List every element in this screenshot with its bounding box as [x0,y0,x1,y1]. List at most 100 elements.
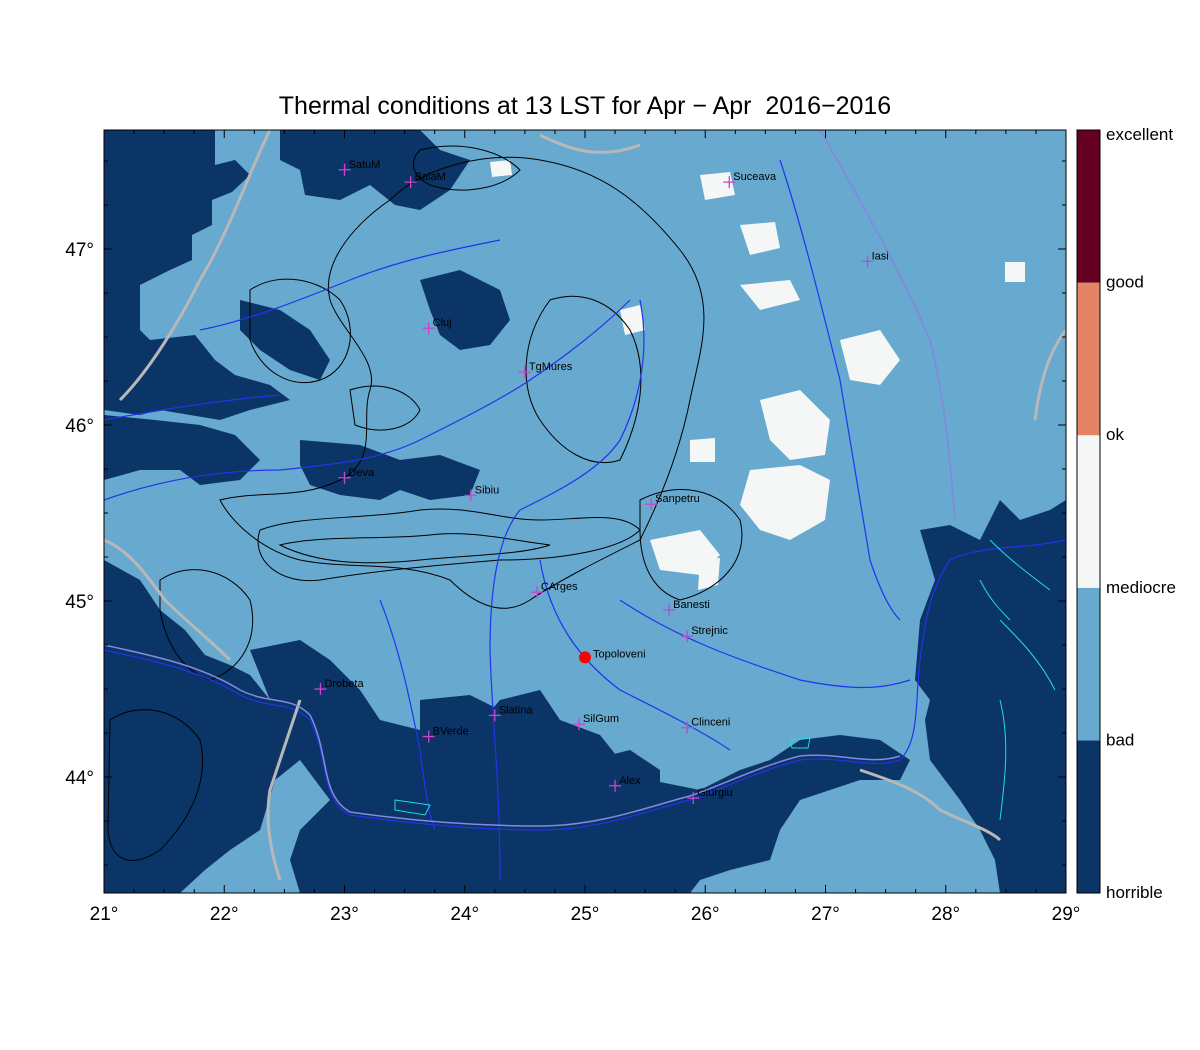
border-east [1033,329,1066,421]
city-tgmures: TgMures [518,361,573,379]
city-label: SilGum [583,713,619,725]
city-alex: Alex [609,775,641,792]
contour-carpathians-outer [219,156,705,609]
city-label: SatuM [349,159,381,171]
city-sibiu: Sibiu [464,484,499,502]
mediocre-region-9 [1005,262,1025,282]
river-jiu [379,599,436,831]
highlight-label: Topoloveni [593,648,646,660]
horrible-region-deva [300,440,480,500]
city-label: Strejnic [691,625,728,637]
mediocre-region-7 [740,280,800,310]
x-tick-label: 23° [330,904,359,925]
legend-frame [1076,129,1101,894]
mediocre-region-1 [760,390,830,460]
city-label: Giurgiu [697,787,732,799]
river-siret [779,159,901,621]
horrible-region-slatina [420,695,500,745]
legend-label-good: good [1106,273,1144,292]
city-slatina: Slatina [488,704,534,722]
mediocre-region-2 [740,465,830,540]
x-tick-label: 25° [571,904,600,925]
city-sanpetru: Sanpetru [645,493,700,511]
city-drobeta: Drobeta [314,678,364,695]
river-arges [539,559,731,751]
horrible-region-alex [590,750,660,810]
mediocre-region-8 [690,438,715,462]
city-baiam: BaiaM [404,171,446,189]
city-label: Sanpetru [655,493,700,505]
river-ialomita [619,599,911,689]
delta-lakes [979,539,1056,821]
legend-label-ok: ok [1106,425,1124,444]
border-serbia [266,699,302,881]
legend-swatch-mediocre [1077,435,1100,588]
city-label: BVerde [433,726,469,738]
river-somes [199,239,501,331]
river-crisuri [104,394,281,421]
horrible-region-northwest [104,130,290,420]
city-silgum: SilGum [572,713,619,731]
contour-banat [159,569,254,681]
contour-southwest-hills [107,709,204,861]
elevation-contours [107,145,743,861]
city-markers: SatuM BaiaM Suceava Iasi Cluj TgMures Deva Sibi… [314,159,889,805]
highlight-dot [579,651,591,664]
border-south [859,768,1002,842]
lake-east [789,737,811,749]
legend-label-horrible: horrible [1106,883,1163,902]
legend-swatch-ok [1077,282,1100,436]
lakes-and-delta [394,539,1056,821]
city-label: Slatina [499,704,534,716]
horrible-region-southwest [104,560,300,893]
x-tick-label: 22° [210,904,239,925]
horrible-region-central-west [240,300,330,380]
city-satum: SatuM [338,159,381,176]
border-west [104,130,272,662]
legend-swatch-bad [1077,587,1100,741]
contour-maramures [412,145,521,191]
legend-label-mediocre: mediocre [1106,578,1176,597]
city-label: Banesti [673,599,710,611]
horrible-region-east [915,500,1066,893]
river-mures [104,299,631,501]
river-danube [104,539,1066,831]
city-label: TgMures [529,361,573,373]
horrible-region-cluj [420,270,510,350]
city-label: CArges [541,581,578,593]
country-borders [104,130,1066,881]
city-strejnic: Strejnic [681,625,728,643]
legend-swatch-horrible [1077,740,1100,893]
y-tick-label: 44° [65,768,94,789]
contour-southern-carpathians-2 [278,533,551,564]
lake-danube [394,799,431,816]
mediocre-region-12 [698,558,720,590]
city-cluj: Cluj [422,317,452,335]
city-label: BaiaM [415,171,446,183]
city-suceava: Suceava [723,171,777,189]
city-label: Clinceni [691,717,730,729]
city-iasi: Iasi [861,250,889,268]
city-label: Suceava [733,171,777,183]
legend-label-top: excellent [1106,125,1173,144]
city-clinceni: Clinceni [681,717,730,734]
contour-curvature [639,489,743,601]
horrible-region-north [280,130,470,210]
contour-apuseni [249,278,351,384]
city-label: Cluj [433,317,452,329]
y-tick-label: 45° [65,592,94,613]
city-banesti: Banesti [663,599,710,616]
horrible-regions [104,130,1066,893]
highlight-marker: Topoloveni [579,648,646,664]
x-tick-label: 24° [450,904,479,925]
legend-swatch-good [1077,130,1100,283]
x-tick-label: 26° [691,904,720,925]
y-tick-label: 46° [65,416,94,437]
contour-south-cluj [349,385,421,431]
x-tick-label: 28° [931,904,960,925]
border-north [539,133,641,154]
city-carges: CArges [530,581,578,599]
city-label: Deva [349,467,376,479]
map-title: Thermal conditions at 13 LST for Apr − A… [278,92,892,120]
